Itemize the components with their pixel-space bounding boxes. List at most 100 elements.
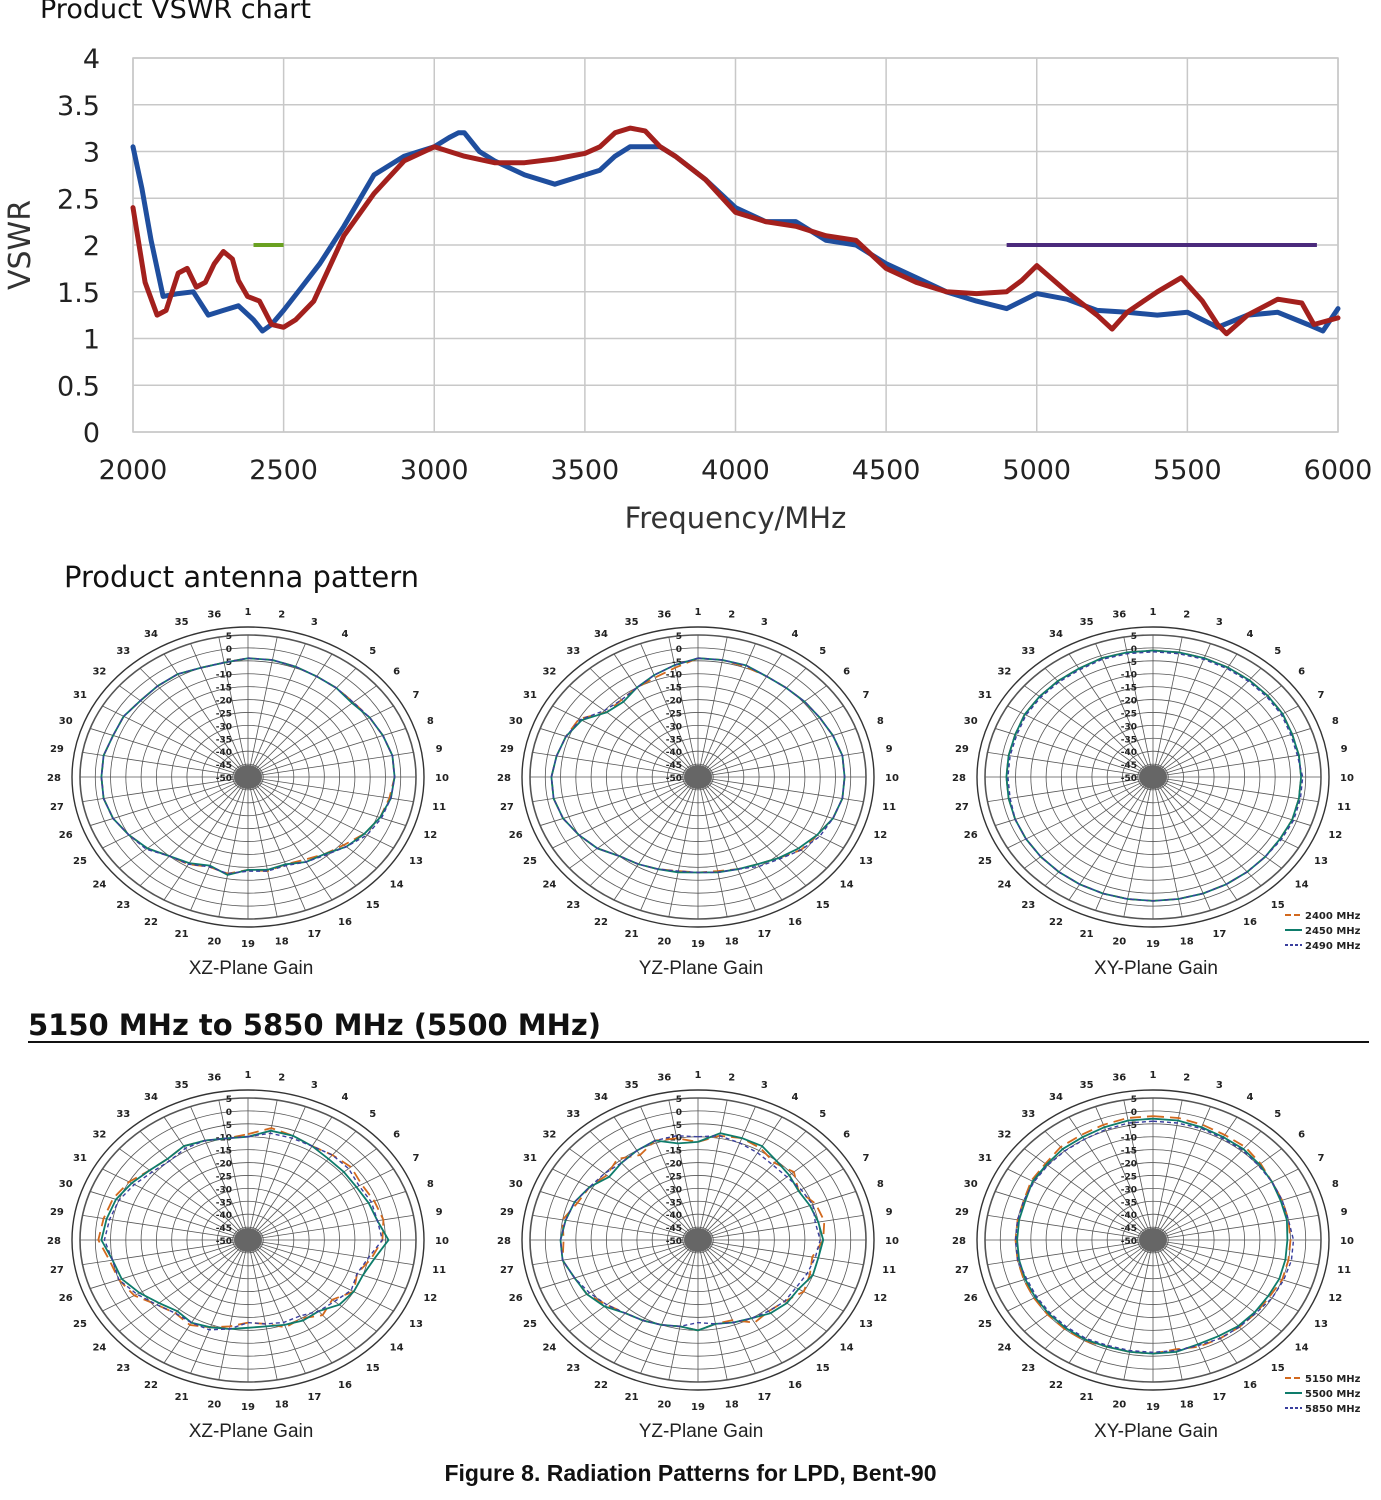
radial-tick-label: 0 <box>226 1108 232 1118</box>
angle-label: 24 <box>542 880 556 891</box>
polar-spoke <box>589 667 690 769</box>
angle-label: 27 <box>500 1265 514 1276</box>
polar-spoke <box>260 1191 406 1237</box>
angle-label: 4 <box>1247 1092 1254 1103</box>
angle-label: 2 <box>278 1073 285 1084</box>
angle-label: 15 <box>1271 1363 1285 1374</box>
angle-label: 8 <box>877 716 884 727</box>
radial-tick-label: -40 <box>666 1211 682 1221</box>
polar-spoke <box>569 1246 688 1332</box>
x-tick-label: 3500 <box>551 455 620 486</box>
radial-tick-label: -40 <box>216 1211 232 1221</box>
polar-spoke <box>258 1246 377 1332</box>
polar-spoke <box>552 1168 687 1235</box>
polar-spoke <box>82 751 235 776</box>
polar-spoke <box>1163 685 1282 771</box>
angle-label: 10 <box>885 1236 899 1247</box>
polar-spoke <box>1044 1248 1145 1350</box>
angle-label: 7 <box>1318 690 1325 701</box>
polar-spoke <box>552 705 687 772</box>
angle-label: 3 <box>1216 617 1223 628</box>
polar-spoke <box>710 1243 856 1289</box>
angle-label: 21 <box>175 1392 189 1403</box>
polar-spoke <box>218 1251 247 1380</box>
polar-plot-high-xz: 1 234567891011121314151617181920212223242… <box>47 1070 449 1442</box>
polar-spoke <box>119 783 238 869</box>
radial-tick-label: 5 <box>676 1095 682 1105</box>
y-tick-label: 1.5 <box>57 278 100 309</box>
polar-spoke <box>995 780 1141 826</box>
angle-label: 31 <box>73 690 87 701</box>
angle-label: 23 <box>116 900 130 911</box>
polar-spoke <box>711 778 864 803</box>
radial-tick-label: -15 <box>1121 684 1137 694</box>
legend-label: 5500 MHz <box>1305 1389 1361 1400</box>
y-axis-label: VSWR <box>3 200 38 290</box>
angle-label: 11 <box>432 802 446 813</box>
angle-label: 6 <box>1298 1129 1305 1140</box>
polar-spoke <box>259 1168 394 1235</box>
y-tick-label: 3.5 <box>57 91 100 122</box>
angle-label: 33 <box>566 646 580 657</box>
polar-spoke <box>90 1191 236 1237</box>
polar-spoke <box>704 653 783 768</box>
radial-tick-label: -45 <box>666 1224 682 1234</box>
polar-spoke <box>252 787 306 911</box>
polar-spoke <box>102 1245 237 1312</box>
polar-spoke <box>532 1241 685 1266</box>
pattern-series-5850-mhz <box>559 1135 821 1328</box>
angle-label: 7 <box>413 1153 420 1164</box>
angle-label: 20 <box>207 937 221 948</box>
vswr-chart: 2000 2500 3000 3500 4000 4500 5000 5500 6000 0 0.5… <box>3 44 1372 535</box>
angle-label: 31 <box>523 690 537 701</box>
angle-label: 17 <box>1212 929 1226 940</box>
angle-label: 30 <box>964 716 978 727</box>
polar-spoke <box>589 1130 690 1232</box>
angle-label: 16 <box>1243 1380 1257 1391</box>
y-tick-label: 3 <box>83 138 100 169</box>
polar-center <box>1139 1228 1167 1252</box>
angle-label: 25 <box>523 856 537 867</box>
polar-spoke <box>987 751 1140 776</box>
angle-label: 18 <box>725 937 739 948</box>
polar-outer-ring <box>71 626 425 928</box>
angle-label: 28 <box>497 773 511 784</box>
polar-spoke <box>1164 705 1299 772</box>
polar-spoke <box>704 786 783 901</box>
polar-spoke <box>102 1168 237 1235</box>
angle-label: 33 <box>566 1109 580 1120</box>
polar-spoke <box>261 778 414 803</box>
polar-spoke <box>706 1248 807 1350</box>
y-tick-label: 1 <box>83 325 100 356</box>
polar-outer-ring <box>521 626 875 928</box>
polar-spoke <box>252 643 306 767</box>
angle-label: 19 <box>691 1402 705 1413</box>
angle-label: 23 <box>566 900 580 911</box>
polar-spoke <box>1165 780 1311 826</box>
angle-label: 21 <box>625 929 639 940</box>
polar-spoke <box>532 1214 685 1239</box>
angle-label: 29 <box>500 744 514 755</box>
polar-spoke <box>1095 1250 1149 1374</box>
polar-spoke <box>1166 1241 1319 1266</box>
angle-label: 1 <box>1150 1070 1157 1081</box>
angle-label: 12 <box>1328 1293 1342 1304</box>
angle-label: 30 <box>509 716 523 727</box>
radial-tick-label: -35 <box>666 735 682 745</box>
plane-label: XZ-Plane Gain <box>189 958 314 979</box>
angle-label: 18 <box>275 937 289 948</box>
polar-spoke <box>668 1100 697 1229</box>
angle-label: 6 <box>393 1129 400 1140</box>
angle-label: 31 <box>523 1153 537 1164</box>
polar-spoke <box>163 1249 242 1364</box>
angle-label: 36 <box>1112 610 1126 621</box>
angle-label: 12 <box>423 830 437 841</box>
angle-label: 23 <box>1021 1363 1035 1374</box>
radial-tick-label: -35 <box>1121 735 1137 745</box>
polar-spoke <box>987 1214 1140 1239</box>
angle-label: 7 <box>863 1153 870 1164</box>
angle-label: 24 <box>542 1343 556 1354</box>
angle-label: 10 <box>435 1236 449 1247</box>
polar-spoke <box>139 1130 240 1232</box>
polar-spoke <box>1154 788 1183 917</box>
